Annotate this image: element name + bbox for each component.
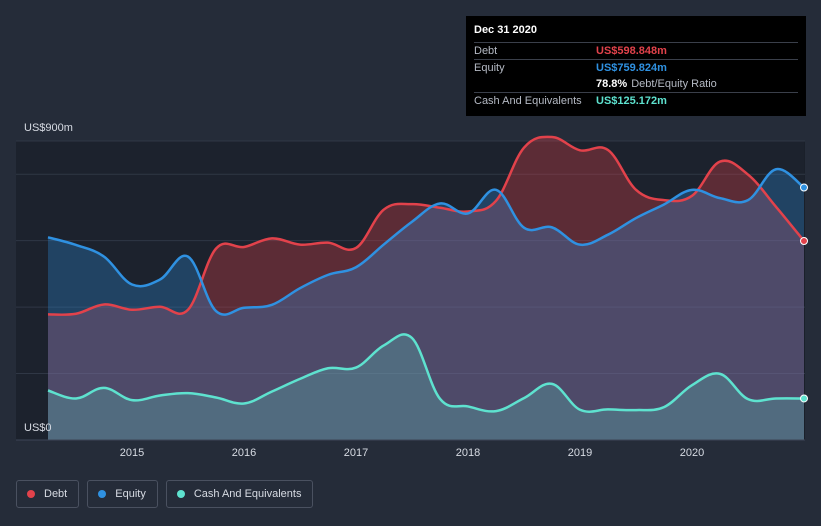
legend-item-equity[interactable]: Equity <box>87 480 158 508</box>
tooltip-row-cash: Cash And Equivalents US$125.172m <box>474 92 798 109</box>
x-tick-label: 2015 <box>120 447 144 459</box>
line-cash <box>47 333 805 413</box>
y-axis-top-label: US$900m <box>24 122 73 134</box>
legend-label-equity: Equity <box>115 488 146 500</box>
tooltip-row-equity: Equity US$759.824m <box>474 59 798 76</box>
plot-future-band <box>804 141 805 440</box>
tooltip-date: Dec 31 2020 <box>474 24 537 36</box>
line-equity <box>47 167 805 316</box>
tooltip-row-debt: Debt US$598.848m <box>474 42 798 59</box>
tooltip-row-ratio: 78.8% Debt/Equity Ratio <box>474 76 798 92</box>
legend-item-debt[interactable]: Debt <box>16 480 80 508</box>
legend-dot-equity-icon <box>98 490 107 498</box>
end-marker-equity <box>800 183 808 192</box>
legend-dot-debt-icon <box>27 490 35 498</box>
area-debt <box>48 136 804 440</box>
legend: Debt Equity Cash And Equivalents <box>16 480 314 508</box>
tooltip-debt-label: Debt <box>474 45 498 57</box>
legend-item-cash[interactable]: Cash And Equivalents <box>165 480 314 508</box>
tooltip-cash-label: Cash And Equivalents <box>474 95 582 107</box>
tooltip-ratio-value: 78.8% <box>596 78 628 90</box>
area-cash <box>48 334 804 440</box>
x-tick-label: 2020 <box>680 447 704 459</box>
end-marker-debt <box>800 236 808 245</box>
area-equity <box>48 169 804 440</box>
tooltip-ratio-label: Debt/Equity Ratio <box>631 78 717 90</box>
legend-dot-cash-icon <box>176 490 185 498</box>
x-tick-label: 2017 <box>344 447 368 459</box>
legend-label-debt: Debt <box>44 488 68 500</box>
tooltip-cash-value: US$125.172m <box>596 95 667 107</box>
x-tick-label: 2019 <box>568 447 592 459</box>
end-marker-cash <box>800 394 808 403</box>
line-debt <box>47 135 805 316</box>
tooltip-equity-label: Equity <box>474 62 505 74</box>
plot-background <box>16 141 805 440</box>
y-axis-bottom-label: US$0 <box>24 422 52 434</box>
x-tick-label: 2016 <box>232 447 256 459</box>
tooltip-panel: Dec 31 2020 Debt US$598.848m Equity US$7… <box>466 16 806 116</box>
tooltip-equity-value: US$759.824m <box>596 62 667 74</box>
legend-label-cash: Cash And Equivalents <box>193 488 302 500</box>
tooltip-debt-value: US$598.848m <box>596 45 667 57</box>
x-tick-label: 2018 <box>456 447 480 459</box>
